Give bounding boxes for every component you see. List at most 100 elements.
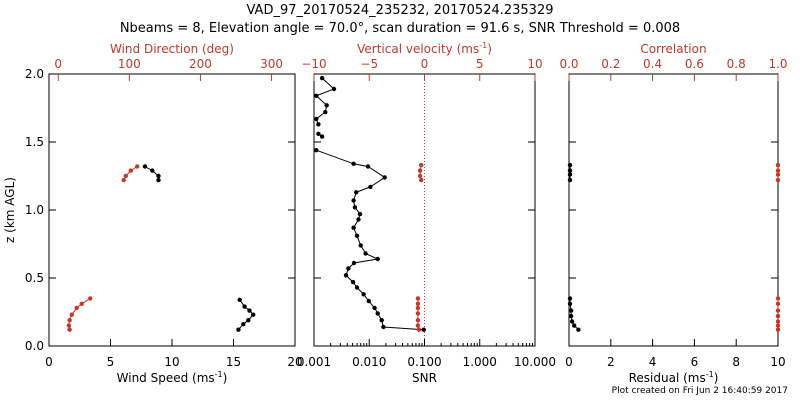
data-point-left-bottom [246,318,251,323]
data-point-right-bottom [572,323,577,328]
data-point-left-bottom [251,312,256,317]
data-point-right-bottom [567,168,573,173]
data-point-middle-bottom [351,198,356,203]
bottom-tick-label: 6 [691,355,699,369]
data-point-left-top [67,327,72,332]
data-point-right-top [775,313,781,319]
data-point-right-bottom [567,301,573,306]
bottom-tick-label: 0 [565,355,573,369]
data-point-middle-bottom [351,260,357,266]
data-point-middle-bottom [354,233,360,238]
bottom-axis-title: Wind Speed (ms-1) [117,370,228,385]
data-point-right-bottom [568,313,574,319]
bottom-tick-label: 20 [287,355,302,369]
bottom-tick-label: 0.010 [352,355,386,369]
data-point-middle-top [415,301,421,306]
data-point-left-bottom [242,304,247,309]
data-point-middle-top [415,323,421,328]
data-point-middle-bottom [381,324,386,330]
bottom-tick-label: 5 [107,355,115,369]
data-point-middle-top [415,305,421,311]
data-point-left-bottom [150,168,155,173]
top-tick-label: 10 [527,57,542,71]
bottom-tick-label: 2 [607,355,615,369]
top-tick-label: 0.8 [727,57,746,71]
top-tick-label: 0.6 [685,57,704,71]
bottom-tick-label: 0 [45,355,53,369]
data-point-middle-bottom [352,205,358,210]
top-tick-label: 1.0 [768,57,787,71]
data-point-left-bottom [236,327,241,332]
data-point-middle-bottom [324,103,329,108]
data-point-middle-top [415,311,421,316]
data-point-right-top [775,168,781,173]
data-point-left-top [123,173,128,179]
data-point-middle-bottom [314,116,319,122]
series-line-left-top [123,166,138,181]
top-tick-label: 0.0 [559,57,578,71]
data-point-right-bottom [567,172,573,177]
data-point-middle-bottom [314,93,319,99]
bottom-axis-title: SNR [412,371,437,385]
data-point-middle-bottom [365,164,371,169]
top-tick-label: 0.4 [643,57,662,71]
bottom-tick-label: 10 [770,355,785,369]
data-point-middle-bottom [361,292,366,297]
data-point-middle-bottom [421,327,426,332]
top-tick-label: 200 [189,57,212,71]
data-point-middle-bottom [363,251,368,256]
data-point-middle-bottom [372,305,377,311]
y-tick-label: 1.0 [25,203,44,217]
data-point-middle-bottom [314,148,319,153]
data-point-middle-bottom [346,266,351,271]
data-point-middle-bottom [375,256,380,262]
series-line-middle-bottom [315,77,335,125]
data-point-right-bottom [567,162,573,168]
data-point-middle-bottom [357,211,363,217]
data-point-left-top [79,301,84,306]
y-tick-label: 0.0 [25,339,44,353]
data-point-middle-bottom [316,131,321,136]
data-point-left-bottom [156,173,161,179]
data-point-middle-bottom [319,75,325,81]
data-point-left-top [67,318,72,323]
data-point-right-bottom [569,319,575,324]
data-point-right-bottom [576,327,581,332]
data-point-right-top [775,301,781,306]
bottom-tick-label: 0.001 [297,355,331,369]
bottom-tick-label: 10.000 [514,355,556,369]
data-point-middle-bottom [358,243,363,248]
data-point-left-top [128,168,133,173]
data-point-middle-top [417,168,423,173]
data-point-middle-bottom [354,285,360,290]
data-point-right-top [775,162,781,168]
data-point-right-top [775,308,781,313]
data-point-left-top [74,305,79,311]
bottom-tick-label: 4 [649,355,657,369]
series-line-left-bottom [238,299,254,331]
data-point-right-top [775,323,781,328]
data-point-left-bottom [156,177,161,183]
data-point-right-top [775,296,781,301]
bottom-tick-label: 1.000 [463,355,497,369]
plot-credit: Plot created on Fri Jun 2 16:40:59 2017 [611,386,788,396]
top-tick-label: −5 [360,57,378,71]
data-point-left-top [121,177,126,183]
data-point-middle-bottom [331,86,337,92]
top-axis-title: Wind Direction (deg) [110,42,234,56]
data-point-middle-bottom [366,298,371,304]
chart-title: VAD_97_20170524_235232, 20170524.235329 [246,3,554,18]
top-tick-label: 300 [260,57,283,71]
data-point-middle-top [417,173,423,179]
data-point-left-bottom [241,322,246,327]
plot-frame-right [568,73,779,347]
data-point-right-top [775,327,781,332]
data-point-middle-bottom [316,122,321,127]
data-point-right-top [775,319,781,324]
top-tick-label: 0 [421,57,429,71]
data-point-middle-top [419,177,424,183]
data-point-middle-top [415,318,421,323]
data-point-middle-bottom [379,318,384,323]
top-axis-title: Correlation [640,42,706,56]
